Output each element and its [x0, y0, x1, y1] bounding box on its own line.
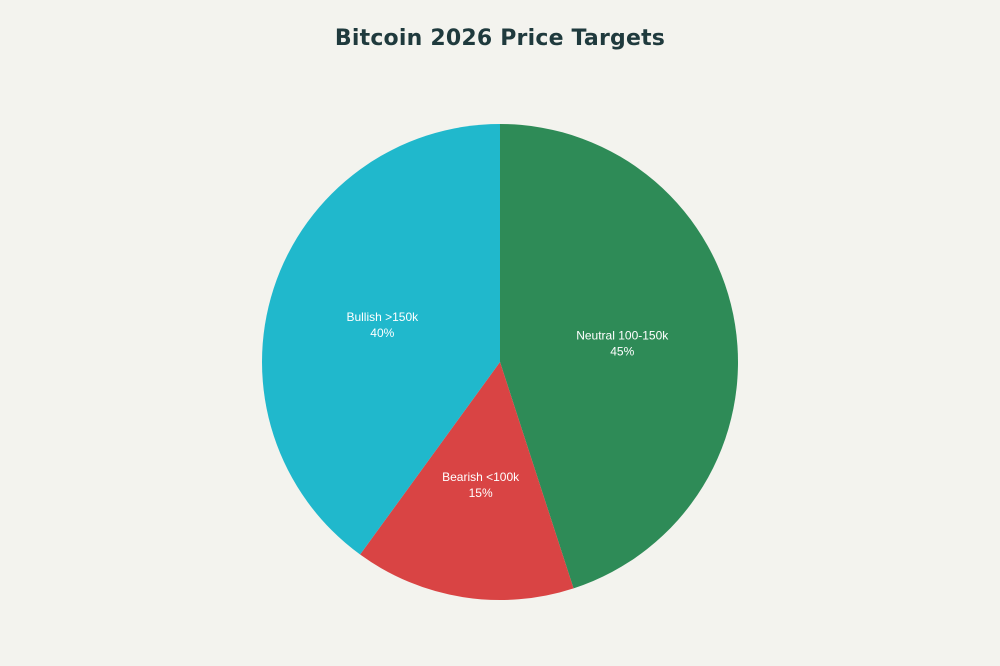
slice-percent-2: 15% — [469, 486, 493, 500]
pie-slice-3 — [262, 124, 500, 555]
slice-label-1: Neutral 100-150k — [576, 329, 669, 343]
slice-percent-3: 40% — [370, 326, 394, 340]
chart-title: Bitcoin 2026 Price Targets — [334, 26, 666, 51]
slice-label-3: Bullish >150k — [346, 310, 419, 324]
slice-percent-1: 45% — [610, 345, 634, 359]
pie-slice-1 — [500, 124, 738, 589]
slice-label-2: Bearish <100k — [442, 470, 520, 484]
pie-slice-2 — [360, 362, 574, 600]
